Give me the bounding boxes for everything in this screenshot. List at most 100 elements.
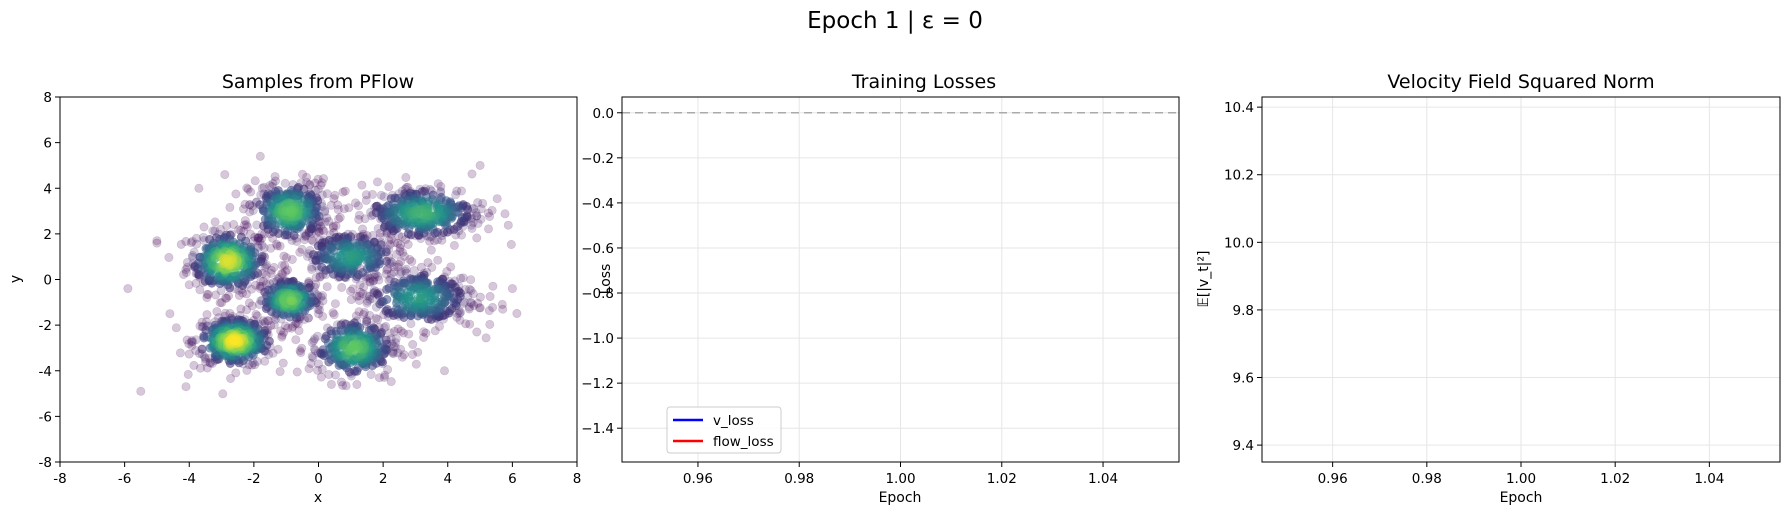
scatter-point — [485, 291, 495, 301]
scatter-point — [492, 194, 502, 204]
scatter-point — [247, 284, 257, 294]
scatter-point — [346, 295, 356, 305]
scatter-point — [250, 176, 260, 186]
scatter-point — [208, 226, 218, 236]
scatter-point — [201, 357, 211, 367]
scatter-point — [398, 247, 408, 257]
scatter-point — [464, 284, 474, 294]
scatter-point — [258, 316, 268, 326]
scatter-point — [257, 183, 267, 193]
scatter-point — [197, 344, 207, 354]
scatter-point — [464, 302, 474, 312]
scatter-point — [186, 238, 196, 248]
scatter-point — [322, 282, 332, 292]
losses-y-label: Loss — [598, 264, 614, 295]
scatter-point — [229, 336, 239, 346]
scatter-y-tick-label: -4 — [39, 364, 52, 380]
scatter-point — [427, 262, 437, 272]
scatter-point — [269, 262, 279, 272]
scatter-point — [362, 291, 372, 301]
scatter-point — [466, 297, 476, 307]
scatter-point — [231, 189, 241, 199]
velocity-y-label: 𝔼[|v_t|²] — [1196, 251, 1212, 308]
scatter-point — [391, 249, 401, 259]
losses-x-tick-label: 0.96 — [683, 471, 713, 487]
scatter-point — [354, 291, 364, 301]
scatter-point — [222, 293, 232, 303]
scatter-point — [384, 235, 394, 245]
velocity-y-tick-label: 9.4 — [1233, 438, 1254, 454]
scatter-point — [333, 205, 343, 215]
scatter-point — [242, 365, 252, 375]
scatter-point — [311, 273, 321, 283]
scatter-points — [123, 151, 522, 399]
scatter-point — [260, 263, 270, 273]
scatter-point — [242, 183, 252, 193]
scatter-point — [365, 294, 375, 304]
scatter-point — [326, 379, 336, 389]
scatter-point — [352, 379, 362, 389]
scatter-point — [229, 220, 239, 230]
scatter-point — [315, 272, 325, 282]
scatter-point — [413, 347, 423, 357]
scatter-point — [242, 222, 252, 232]
scatter-point — [257, 229, 267, 239]
scatter-point — [314, 309, 324, 319]
losses-x-tick-label: 0.98 — [784, 471, 814, 487]
scatter-point — [192, 239, 202, 249]
scatter-point — [352, 291, 362, 301]
scatter-point — [283, 323, 293, 333]
scatter-point — [395, 269, 405, 279]
scatter-point — [242, 289, 252, 299]
scatter-x-tick-label: 2 — [379, 471, 388, 487]
scatter-point — [348, 284, 358, 294]
scatter-point — [379, 372, 389, 382]
scatter-point — [221, 293, 231, 303]
scatter-point — [181, 264, 191, 274]
scatter-point — [279, 251, 289, 261]
scatter-point — [411, 359, 421, 369]
scatter-point — [405, 255, 415, 265]
scatter-point — [396, 267, 406, 277]
scatter-point — [359, 282, 369, 292]
scatter-point — [296, 348, 306, 358]
scatter-point — [381, 269, 391, 279]
scatter-point — [245, 200, 255, 210]
scatter-point — [196, 363, 206, 373]
scatter-point — [309, 344, 319, 354]
scatter-point — [365, 273, 375, 283]
scatter-point — [446, 262, 456, 272]
scatter-point — [476, 204, 486, 214]
scatter-point — [362, 298, 372, 308]
scatter-point — [354, 210, 364, 220]
scatter-point — [280, 267, 290, 277]
scatter-point — [297, 343, 307, 353]
scatter-point — [183, 369, 193, 379]
scatter-point — [312, 365, 322, 375]
losses-y-tick-label: −1.4 — [581, 421, 614, 437]
scatter-point — [202, 293, 212, 303]
scatter-point — [362, 317, 372, 327]
scatter-point — [266, 321, 276, 331]
scatter-point — [381, 321, 391, 331]
scatter-point — [211, 290, 221, 300]
scatter-point — [335, 213, 345, 223]
scatter-point — [317, 364, 327, 374]
scatter-point — [400, 266, 410, 276]
scatter-point — [210, 217, 220, 227]
scatter-point — [329, 310, 339, 320]
scatter-point — [263, 316, 273, 326]
scatter-point — [385, 240, 395, 250]
scatter-x-tick-label: 6 — [508, 471, 517, 487]
scatter-point — [295, 346, 305, 356]
scatter-point — [333, 214, 343, 224]
scatter-point — [199, 222, 209, 232]
scatter-point — [271, 239, 281, 249]
scatter-point — [245, 207, 255, 217]
scatter-point — [260, 317, 270, 327]
scatter-y-tick-label: -8 — [39, 455, 52, 471]
scatter-point — [471, 208, 481, 218]
scatter-point — [484, 306, 494, 316]
scatter-point — [329, 194, 339, 204]
scatter-point — [285, 207, 295, 217]
